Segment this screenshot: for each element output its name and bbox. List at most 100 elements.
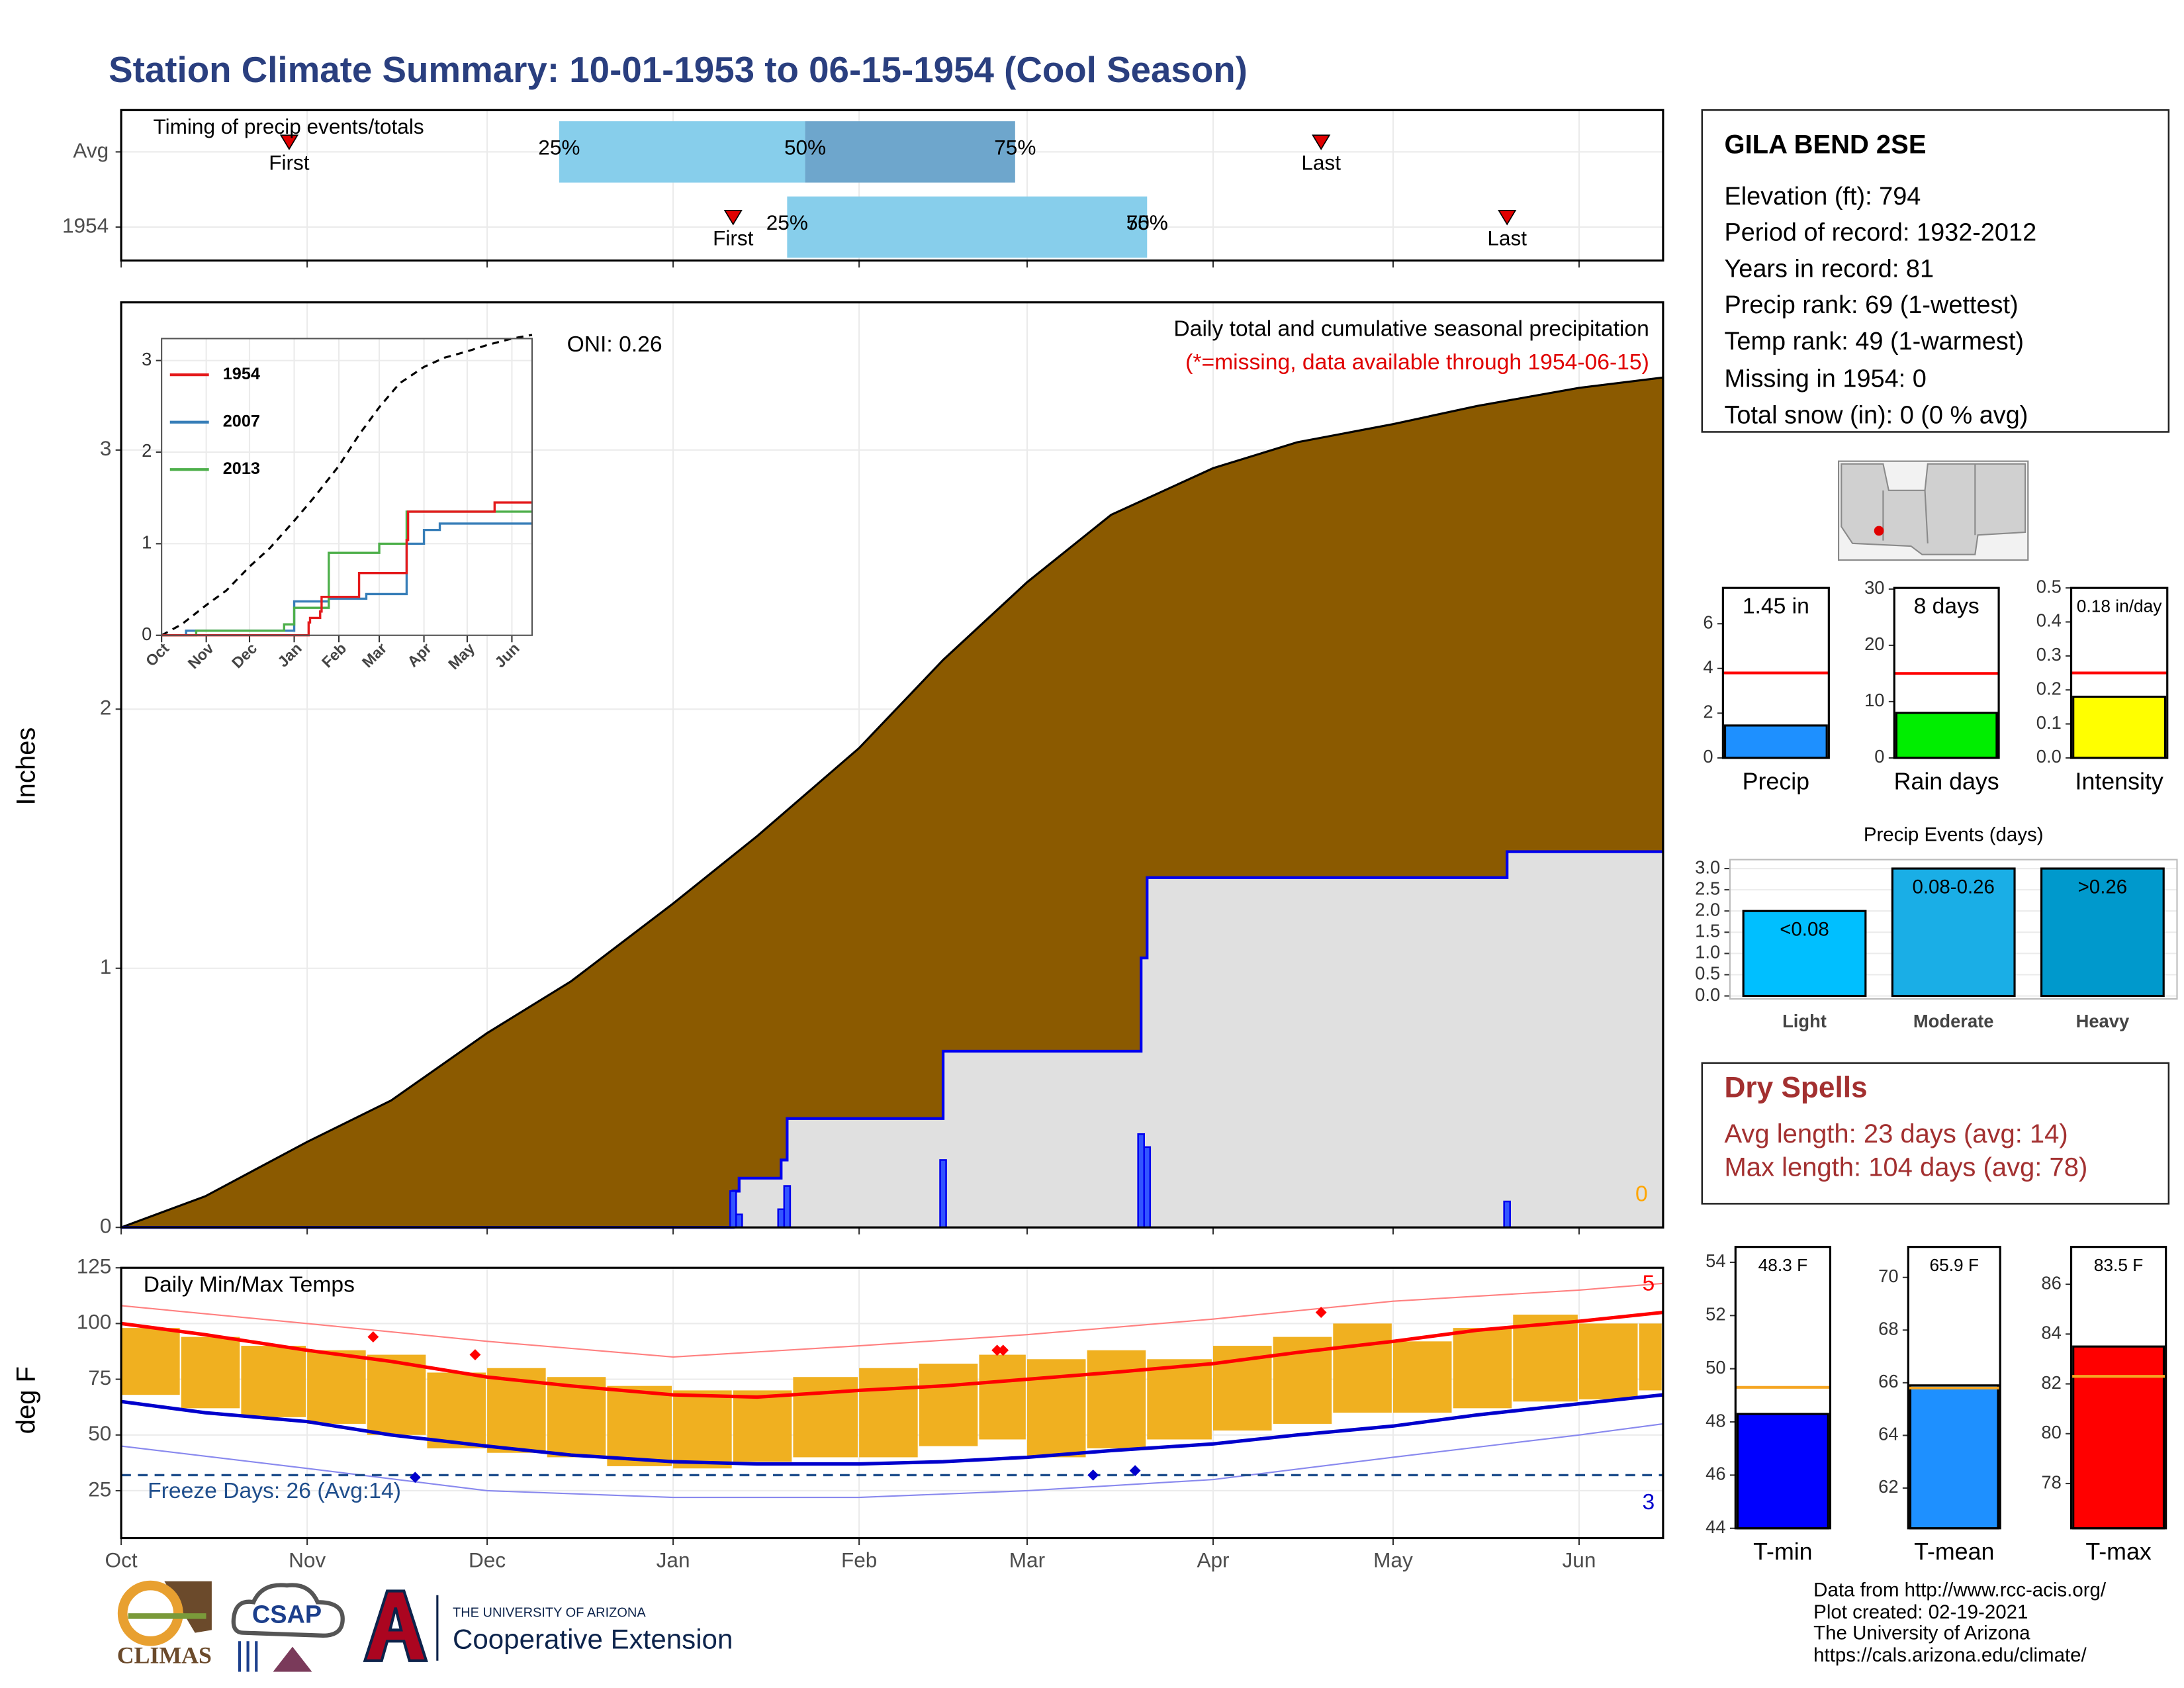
temp-line (120, 1282, 1663, 1358)
value-label: 83.5 F (2094, 1255, 2144, 1275)
daily-temp-range (1333, 1323, 1392, 1413)
daily-precip-bar (1137, 1133, 1145, 1229)
daily-temp-range (181, 1336, 240, 1409)
y-tick-label: 64 (1878, 1424, 1898, 1444)
event-marker (723, 209, 743, 226)
value-label: 48.3 F (1758, 1255, 1808, 1275)
y-tick-label: 2.5 (1695, 878, 1720, 898)
x-tick-label: May (445, 639, 478, 673)
record-high-count: 5 (1643, 1271, 1655, 1295)
x-tick-label: Nov (185, 639, 217, 672)
dry-spells-line: Avg length: 23 days (avg: 14) (1724, 1119, 2068, 1149)
y-tick-label: 20 (1864, 633, 1884, 654)
y-tick-label: 0.3 (2036, 644, 2062, 665)
daily-temp-range (241, 1346, 306, 1417)
page-title: Station Climate Summary: 10-01-1953 to 0… (109, 49, 1248, 90)
y-tick-label: 1.0 (1695, 942, 1720, 962)
daily-precip-bar (1143, 1146, 1152, 1229)
csap-logo: CSAP (231, 1583, 345, 1672)
summary-bar (2072, 695, 2167, 759)
daily-temp-range (367, 1354, 426, 1435)
panel-title: Daily Min/Max Temps (144, 1272, 355, 1297)
daily-precip-bar (735, 1213, 743, 1229)
season-cumulative-line (121, 850, 1663, 1229)
quantile-label: 25% (766, 211, 808, 234)
daily-temp-range (607, 1385, 672, 1466)
logo-text: Cooperative Extension (453, 1623, 733, 1654)
station-line: Temp rank: 49 (1-warmest) (1724, 328, 2024, 355)
credit: Data from http://www.rcc-acis.org/ (1813, 1579, 2107, 1601)
summary-bar (1895, 712, 1998, 759)
panel-frame (120, 109, 1664, 262)
value-label: 65.9 F (1929, 1255, 1979, 1275)
category-label: T-mean (1914, 1538, 1994, 1565)
y-tick-label: 50 (1706, 1357, 1725, 1378)
x-tick-label: Jun (1563, 1548, 1596, 1572)
y-axis-title: deg F (12, 1366, 41, 1434)
daily-temp-range (673, 1390, 732, 1469)
event-bar (1891, 867, 2016, 998)
y-tick-label: 0 (142, 624, 152, 644)
daily-temp-range (733, 1390, 792, 1462)
station-line: Period of record: 1932-2012 (1724, 219, 2036, 247)
x-tick-label: May (1373, 1548, 1413, 1572)
event-marker (279, 134, 299, 150)
station-line: Precip rank: 69 (1-wettest) (1724, 291, 2018, 319)
panel-title: Timing of precip events/totals (154, 115, 424, 138)
station-name: GILA BEND 2SE (1724, 130, 1926, 160)
y-tick-label: 0.4 (2036, 610, 2062, 631)
x-tick-label: Heavy (2076, 1011, 2130, 1031)
x-tick-label: Jan (657, 1548, 690, 1572)
daily-temp-range (1147, 1359, 1212, 1440)
y-tick-label: 0 (1874, 746, 1884, 767)
row-label: 1954 (62, 213, 109, 237)
y-tick-label: 125 (77, 1254, 112, 1278)
y-tick-label: 3.0 (1695, 857, 1720, 877)
station-dot (1874, 526, 1884, 536)
y-tick-label: 78 (2041, 1472, 2061, 1492)
daily-precip-bar (729, 1190, 737, 1229)
y-tick-label: 0 (100, 1214, 112, 1238)
map-states (1841, 463, 2026, 555)
summary-bar (1723, 724, 1828, 759)
x-tick-label: Nov (289, 1548, 326, 1572)
season-cumulative-line (161, 501, 532, 637)
bar-text: 0.08-0.26 (1912, 876, 1994, 898)
summary-bar (2072, 1345, 2165, 1530)
dry-spells-line: Max length: 104 days (avg: 78) (1724, 1152, 2087, 1182)
y-tick-label: 0.0 (1695, 984, 1720, 1005)
y-tick-label: 0.1 (2036, 712, 2062, 733)
y-tick-label: 10 (1864, 690, 1884, 710)
y-tick-label: 1.5 (1695, 921, 1720, 941)
quartile-bar (805, 121, 1015, 183)
station-box (1701, 109, 2170, 433)
y-tick-label: 2 (1703, 702, 1713, 722)
panel-frame (2070, 1246, 2167, 1530)
record-marker (367, 1331, 379, 1343)
daily-temp-range (979, 1354, 1026, 1440)
daily-precip-bar (1503, 1200, 1511, 1229)
logo-shape (363, 1589, 428, 1662)
y-tick-label: 0.5 (2036, 576, 2062, 596)
panel-title: Precip Events (days) (1864, 824, 2044, 846)
panel-subtitle: (*=missing, data available through 1954-… (1185, 350, 1649, 375)
value-label: 8 days (1914, 594, 1979, 619)
y-tick-label: 3 (100, 436, 112, 460)
inset-background (161, 338, 532, 635)
summary-bar (1909, 1384, 1999, 1530)
y-tick-label: 80 (2041, 1422, 2061, 1442)
y-tick-label: 68 (1878, 1319, 1898, 1339)
logo-shape (231, 1583, 345, 1638)
daily-temp-range (1578, 1323, 1638, 1399)
y-tick-label: 6 (1703, 612, 1713, 632)
panel-frame (120, 1266, 1664, 1540)
daily-precip-bar (777, 1208, 786, 1229)
dry-spells-box (1701, 1062, 2170, 1205)
station-line: Elevation (ft): 794 (1724, 183, 1921, 211)
quantile-label: 75% (994, 136, 1036, 160)
freeze-annotation: Freeze Days: 26 (Avg:14) (148, 1479, 401, 1503)
credit: https://cals.arizona.edu/climate/ (1813, 1644, 2087, 1666)
daily-temp-range (919, 1364, 978, 1446)
daily-temp-range (307, 1350, 366, 1424)
